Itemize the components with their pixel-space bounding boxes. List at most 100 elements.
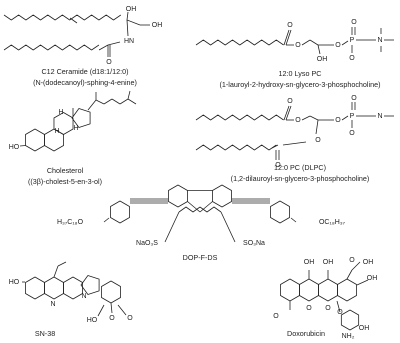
atom-label: O: [106, 59, 112, 66]
bond: [283, 105, 290, 121]
structure-subtitle: ((3β)-cholest-5-en-3-ol): [28, 177, 102, 186]
bond: [309, 115, 319, 121]
atom-label: HN: [124, 38, 134, 45]
bond: [164, 211, 180, 243]
atom-label: OH: [126, 6, 137, 13]
bond: [53, 265, 59, 278]
atom-label: P: [350, 113, 355, 120]
bond: [80, 275, 100, 295]
bond: [110, 200, 130, 224]
atom-label: HO: [9, 144, 20, 151]
atom-label: O: [349, 130, 355, 137]
bond: [309, 39, 319, 46]
bond: [25, 276, 45, 300]
bond: [53, 112, 74, 135]
structure-name: C12 Ceramide (d18:1/12:0): [41, 67, 128, 76]
atom-label: O: [315, 137, 321, 144]
atom-label: HO: [87, 317, 98, 324]
bond: [282, 141, 307, 146]
bond: [220, 211, 236, 243]
bond: [315, 119, 319, 135]
structure-name: SN-38: [35, 329, 55, 338]
bond: [318, 278, 338, 302]
atom-label: H: [54, 128, 59, 135]
atom-label: OH: [152, 22, 163, 29]
atom-label: O: [295, 117, 301, 124]
bond: [301, 115, 311, 121]
atom-label: O: [275, 162, 281, 169]
bond: [336, 300, 341, 313]
atom-label: OH: [317, 56, 328, 63]
bonds: [3, 11, 394, 331]
bond: [127, 90, 131, 100]
bond: [178, 206, 201, 213]
structure-name: DOP-F-DS: [183, 253, 218, 262]
bond: [199, 206, 222, 213]
bond: [87, 99, 97, 111]
atom-label: N: [377, 37, 382, 44]
atom-label: O: [351, 95, 357, 102]
bond: [25, 128, 45, 152]
bond: [351, 261, 361, 271]
bond: [337, 278, 357, 302]
bond: [107, 41, 121, 46]
bond: [270, 200, 290, 224]
bond: [103, 217, 110, 223]
bond: [110, 302, 113, 314]
bond: [69, 17, 78, 24]
atom-label: P: [350, 37, 355, 44]
bond: [346, 269, 353, 280]
bond: [126, 11, 129, 21]
atom-label: OC₁₈H₃₇: [319, 219, 346, 226]
atom-label: OH: [367, 275, 378, 282]
atom-label: H: [73, 125, 78, 132]
atom-label: O: [337, 309, 343, 316]
bond: [103, 98, 113, 105]
structure-subtitle: (N-(dodecanoyl)-sphing-4-enine): [33, 78, 137, 87]
atom-label: OH: [304, 259, 315, 266]
structure-subtitle: (1-lauroyl-2-hydroxy-sn-glycero-3-phosph…: [220, 80, 381, 89]
bond: [19, 145, 26, 147]
bond: [271, 144, 279, 149]
atom-label: SO₃Na: [243, 240, 265, 247]
bond: [195, 114, 284, 121]
bond: [199, 201, 213, 213]
bond: [356, 279, 369, 286]
bond: [97, 304, 105, 317]
atom-label: N: [50, 301, 55, 308]
bond: [341, 115, 349, 121]
bond: [111, 98, 121, 105]
atom-label: H₃₇C₁₈O: [57, 219, 84, 226]
bond: [285, 105, 292, 121]
atom-label: O: [287, 98, 293, 105]
bond: [57, 261, 67, 267]
bond: [187, 201, 201, 213]
atom-label: HO: [9, 279, 20, 286]
structure-subtitle: (1,2-dilauroyl-sn-glycero-3-phosphocholi…: [231, 174, 370, 183]
bond: [101, 280, 121, 304]
atom-label: O: [273, 313, 279, 320]
bond: [290, 217, 297, 223]
structure-name: 12:0 PC (DLPC): [274, 163, 326, 172]
atom-label: OH: [323, 259, 334, 266]
atom-label: O: [109, 315, 115, 322]
atom-label: H: [58, 109, 63, 116]
atom-label: O: [127, 315, 133, 322]
bond: [3, 44, 100, 51]
bond: [195, 144, 277, 151]
atom-label: O: [306, 305, 312, 312]
bond: [63, 276, 83, 300]
bond: [126, 19, 129, 37]
bond: [212, 184, 232, 208]
atom-label: O: [349, 55, 355, 62]
atom-label: N: [81, 293, 86, 300]
bond: [280, 278, 300, 302]
atom-label: O: [295, 42, 301, 49]
bond: [71, 108, 91, 128]
atom-label: O: [335, 117, 341, 124]
bond: [317, 44, 321, 55]
bond: [127, 98, 137, 105]
atom-label: O: [351, 19, 357, 26]
bond: [3, 14, 122, 21]
bond: [117, 304, 127, 316]
